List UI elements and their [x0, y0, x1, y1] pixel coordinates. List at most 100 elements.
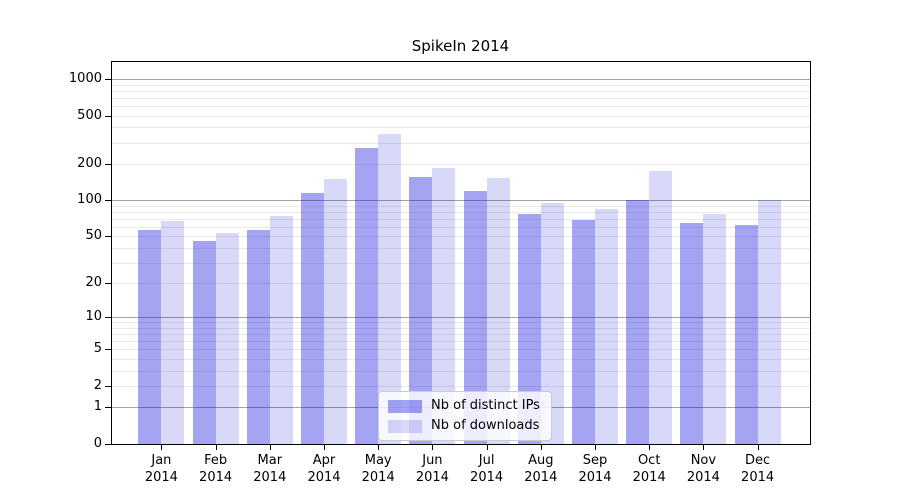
- gridline-y-50: [112, 236, 810, 238]
- x-tick-label-apr: Apr 2014: [307, 453, 341, 485]
- bar-may-downloads: [378, 133, 402, 444]
- x-tick-label-nov: Nov 2014: [686, 453, 720, 485]
- legend: Nb of distinct IPs Nb of downloads: [378, 391, 552, 441]
- gridline-y-600: [112, 106, 810, 107]
- x-tick-oct: [649, 445, 650, 450]
- gridline-y-30: [112, 262, 810, 264]
- gridline-y-major-100: [112, 200, 810, 202]
- bar-may-distinct-ips: [355, 148, 379, 444]
- x-tick-label-may: May 2014: [361, 453, 395, 485]
- x-tick-label-jul: Jul 2014: [470, 453, 504, 485]
- gridline-y-8: [112, 327, 810, 329]
- x-tick-jul: [487, 445, 488, 450]
- bar-oct-downloads: [649, 170, 673, 444]
- bar-jun-downloads: [432, 168, 456, 444]
- y-tick-label-5: 5: [93, 341, 102, 357]
- x-tick-label-dec: Dec 2014: [741, 453, 775, 485]
- bar-jul-downloads: [486, 178, 510, 444]
- legend-swatch-distinct-ips: [388, 399, 422, 413]
- bar-nov-downloads: [703, 213, 727, 444]
- bar-nov-distinct-ips: [680, 222, 704, 444]
- gridline-y-400: [112, 127, 810, 129]
- x-tick-may: [378, 445, 379, 450]
- bar-sep-downloads: [595, 209, 618, 444]
- y-tick-label-500: 500: [77, 107, 102, 123]
- x-tick-dec: [758, 445, 759, 450]
- y-tick-label-10: 10: [85, 309, 102, 325]
- x-tick-aug: [541, 445, 542, 450]
- bar-dec-downloads: [757, 200, 781, 444]
- y-tick-2: [105, 386, 111, 387]
- gridline-y-5: [112, 349, 810, 351]
- y-tick-10: [105, 317, 111, 318]
- bar-apr-downloads: [324, 178, 347, 444]
- bar-oct-distinct-ips: [626, 200, 650, 444]
- legend-label-distinct-ips: Nb of distinct IPs: [431, 398, 540, 413]
- x-tick-sep: [595, 445, 596, 450]
- y-tick-label-1000: 1000: [68, 71, 102, 86]
- y-tick-200: [105, 164, 111, 165]
- gridline-y-80: [112, 211, 810, 213]
- y-tick-label-20: 20: [85, 275, 102, 291]
- x-tick-label-jun: Jun 2014: [415, 453, 449, 485]
- x-tick-jan: [161, 445, 162, 450]
- gridline-y-70: [112, 218, 810, 220]
- gridline-y-800: [112, 90, 810, 92]
- bar-mar-downloads: [269, 215, 293, 444]
- gridline-y-40: [112, 247, 810, 249]
- gridline-y-2: [112, 386, 810, 387]
- y-tick-1: [105, 407, 111, 408]
- x-tick-mar: [270, 445, 271, 450]
- gridline-y-90: [112, 205, 810, 207]
- gridline-y-major-1000: [112, 79, 810, 80]
- gridline-y-6: [112, 341, 810, 343]
- chart-title: SpikeIn 2014: [411, 37, 510, 55]
- y-tick-20: [105, 283, 111, 284]
- y-tick-label-2: 2: [93, 378, 102, 393]
- plot-area: [111, 61, 811, 445]
- x-tick-label-sep: Sep 2014: [578, 453, 612, 485]
- y-tick-50: [105, 236, 111, 237]
- x-tick-nov: [703, 445, 704, 450]
- y-tick-label-0: 0: [93, 436, 102, 451]
- y-tick-500: [105, 116, 111, 117]
- legend-item-downloads: Nb of downloads: [388, 418, 540, 434]
- x-tick-label-feb: Feb 2014: [199, 453, 233, 485]
- bar-dec-distinct-ips: [734, 225, 758, 444]
- x-tick-label-aug: Aug 2014: [524, 453, 558, 485]
- y-tick-label-200: 200: [77, 155, 102, 171]
- y-tick-5: [105, 349, 111, 350]
- gridline-y-7: [112, 334, 810, 336]
- legend-label-downloads: Nb of downloads: [431, 418, 540, 433]
- bar-jan-downloads: [161, 221, 185, 444]
- bar-jun-distinct-ips: [409, 176, 433, 444]
- bar-sep-distinct-ips: [572, 219, 595, 444]
- bar-jul-distinct-ips: [463, 191, 487, 444]
- bar-aug-distinct-ips: [517, 213, 541, 444]
- gridline-y-4: [112, 359, 810, 360]
- x-tick-apr: [324, 445, 325, 450]
- legend-item-distinct-ips: Nb of distinct IPs: [388, 398, 540, 414]
- bar-jan-distinct-ips: [138, 229, 162, 444]
- gridline-y-20: [112, 283, 810, 285]
- bar-aug-downloads: [540, 202, 564, 444]
- x-tick-label-jan: Jan 2014: [144, 453, 178, 485]
- gridline-y-major-10: [112, 317, 810, 319]
- gridline-y-9: [112, 322, 810, 324]
- y-tick-100: [105, 200, 111, 201]
- x-tick-label-mar: Mar 2014: [253, 453, 287, 485]
- bar-mar-distinct-ips: [246, 229, 270, 444]
- x-tick-feb: [216, 445, 217, 450]
- gridline-y-500: [112, 115, 810, 117]
- x-tick-label-oct: Oct 2014: [632, 453, 666, 485]
- y-tick-label-50: 50: [85, 228, 102, 244]
- gridline-y-200: [112, 163, 810, 165]
- gridline-y-700: [112, 97, 810, 99]
- y-tick-label-100: 100: [77, 192, 102, 208]
- gridline-y-3: [112, 370, 810, 372]
- y-tick-0: [105, 444, 111, 445]
- y-tick-1000: [105, 79, 111, 80]
- legend-swatch-downloads: [388, 419, 422, 433]
- bar-feb-downloads: [215, 233, 239, 444]
